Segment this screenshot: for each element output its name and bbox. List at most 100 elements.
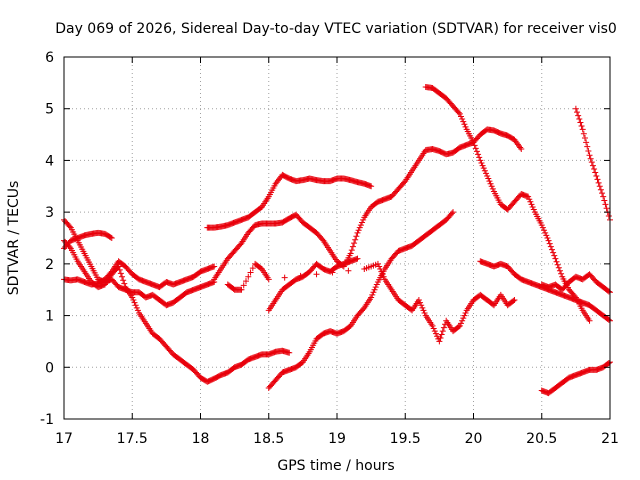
data-point [526, 196, 533, 203]
series-track-c [204, 171, 375, 231]
data-point [555, 264, 562, 271]
data-point [376, 263, 383, 270]
data-point [605, 359, 612, 366]
data-point [528, 201, 535, 208]
data-point [542, 229, 549, 236]
data-point [356, 224, 363, 231]
y-tick-label: 4 [45, 153, 54, 169]
data-point [456, 110, 463, 117]
data-point [355, 227, 362, 234]
data-point [434, 333, 441, 340]
data-point [556, 267, 563, 274]
data-point [281, 274, 288, 281]
data-point [477, 157, 484, 164]
data-point [485, 175, 492, 182]
data-point [354, 229, 361, 236]
data-point [460, 118, 467, 125]
data-point [374, 260, 381, 267]
data-point [480, 165, 487, 172]
data-point [484, 172, 491, 179]
data-point [117, 270, 124, 277]
data-point [600, 193, 607, 200]
data-point [605, 288, 612, 295]
data-point [419, 304, 426, 311]
data-point [487, 180, 494, 187]
data-point [237, 241, 244, 248]
x-tick-label: 19 [328, 431, 346, 447]
x-tick-label: 21 [601, 431, 619, 447]
data-point [371, 286, 378, 293]
data-point [589, 162, 596, 169]
data-point [368, 183, 375, 190]
data-point [511, 297, 518, 304]
grid [64, 57, 610, 419]
data-point [297, 272, 304, 279]
data-point [461, 312, 468, 319]
data-point [593, 172, 600, 179]
data-point [360, 306, 367, 313]
x-tick-label: 17 [55, 431, 73, 447]
data-point [481, 167, 488, 174]
data-point [558, 270, 565, 277]
x-tick-label: 20.5 [526, 431, 557, 447]
data-point [597, 186, 604, 193]
data-point [550, 249, 557, 256]
data-point [430, 325, 437, 332]
data-point [107, 269, 114, 276]
data-point [131, 299, 138, 306]
data-point [601, 197, 608, 204]
data-point [329, 269, 336, 276]
data-point [462, 309, 469, 316]
data-point [588, 159, 595, 166]
data-point [351, 240, 358, 247]
data-point [579, 126, 586, 133]
data-point [575, 112, 582, 119]
data-point [243, 278, 249, 285]
data-point [553, 258, 560, 265]
data-point [455, 323, 462, 330]
y-tick-label: 0 [45, 360, 54, 376]
data-point [543, 232, 550, 239]
data-point [431, 328, 438, 335]
y-tick-label: 6 [45, 50, 54, 66]
data-point [486, 178, 493, 185]
data-point [586, 317, 593, 324]
y-tick-label: 2 [45, 257, 54, 273]
x-tick-label: 20 [465, 431, 483, 447]
data-point [349, 243, 356, 250]
data-point [417, 299, 424, 306]
data-point [348, 247, 355, 254]
data-point [574, 109, 581, 116]
data-point [587, 155, 594, 162]
data-point [347, 250, 354, 257]
data-point [378, 268, 385, 275]
data-point [249, 265, 256, 272]
data-point [120, 277, 127, 284]
data-point [440, 324, 447, 331]
data-point [116, 266, 123, 273]
data-point [133, 304, 140, 311]
data-point [352, 236, 359, 243]
data-point [121, 280, 128, 287]
y-axis-ticks: -1 0 1 2 3 4 5 6 [40, 50, 610, 428]
data-point [459, 317, 466, 324]
data-point [353, 233, 360, 240]
y-tick-label: 1 [45, 309, 54, 325]
data-point [544, 235, 551, 241]
series-scatter-mid [224, 260, 518, 345]
data-point [584, 143, 591, 150]
data-point [436, 338, 443, 345]
data-point [583, 139, 590, 146]
data-point [319, 236, 326, 243]
data-point [130, 297, 137, 304]
series-track-k [477, 258, 613, 324]
data-point [377, 266, 384, 273]
y-tick-label: 5 [45, 102, 54, 118]
data-point [211, 278, 218, 285]
data-point [345, 267, 352, 274]
data-point [240, 282, 247, 289]
data-point [462, 123, 469, 130]
data-point [530, 206, 537, 213]
data-point [545, 237, 552, 244]
